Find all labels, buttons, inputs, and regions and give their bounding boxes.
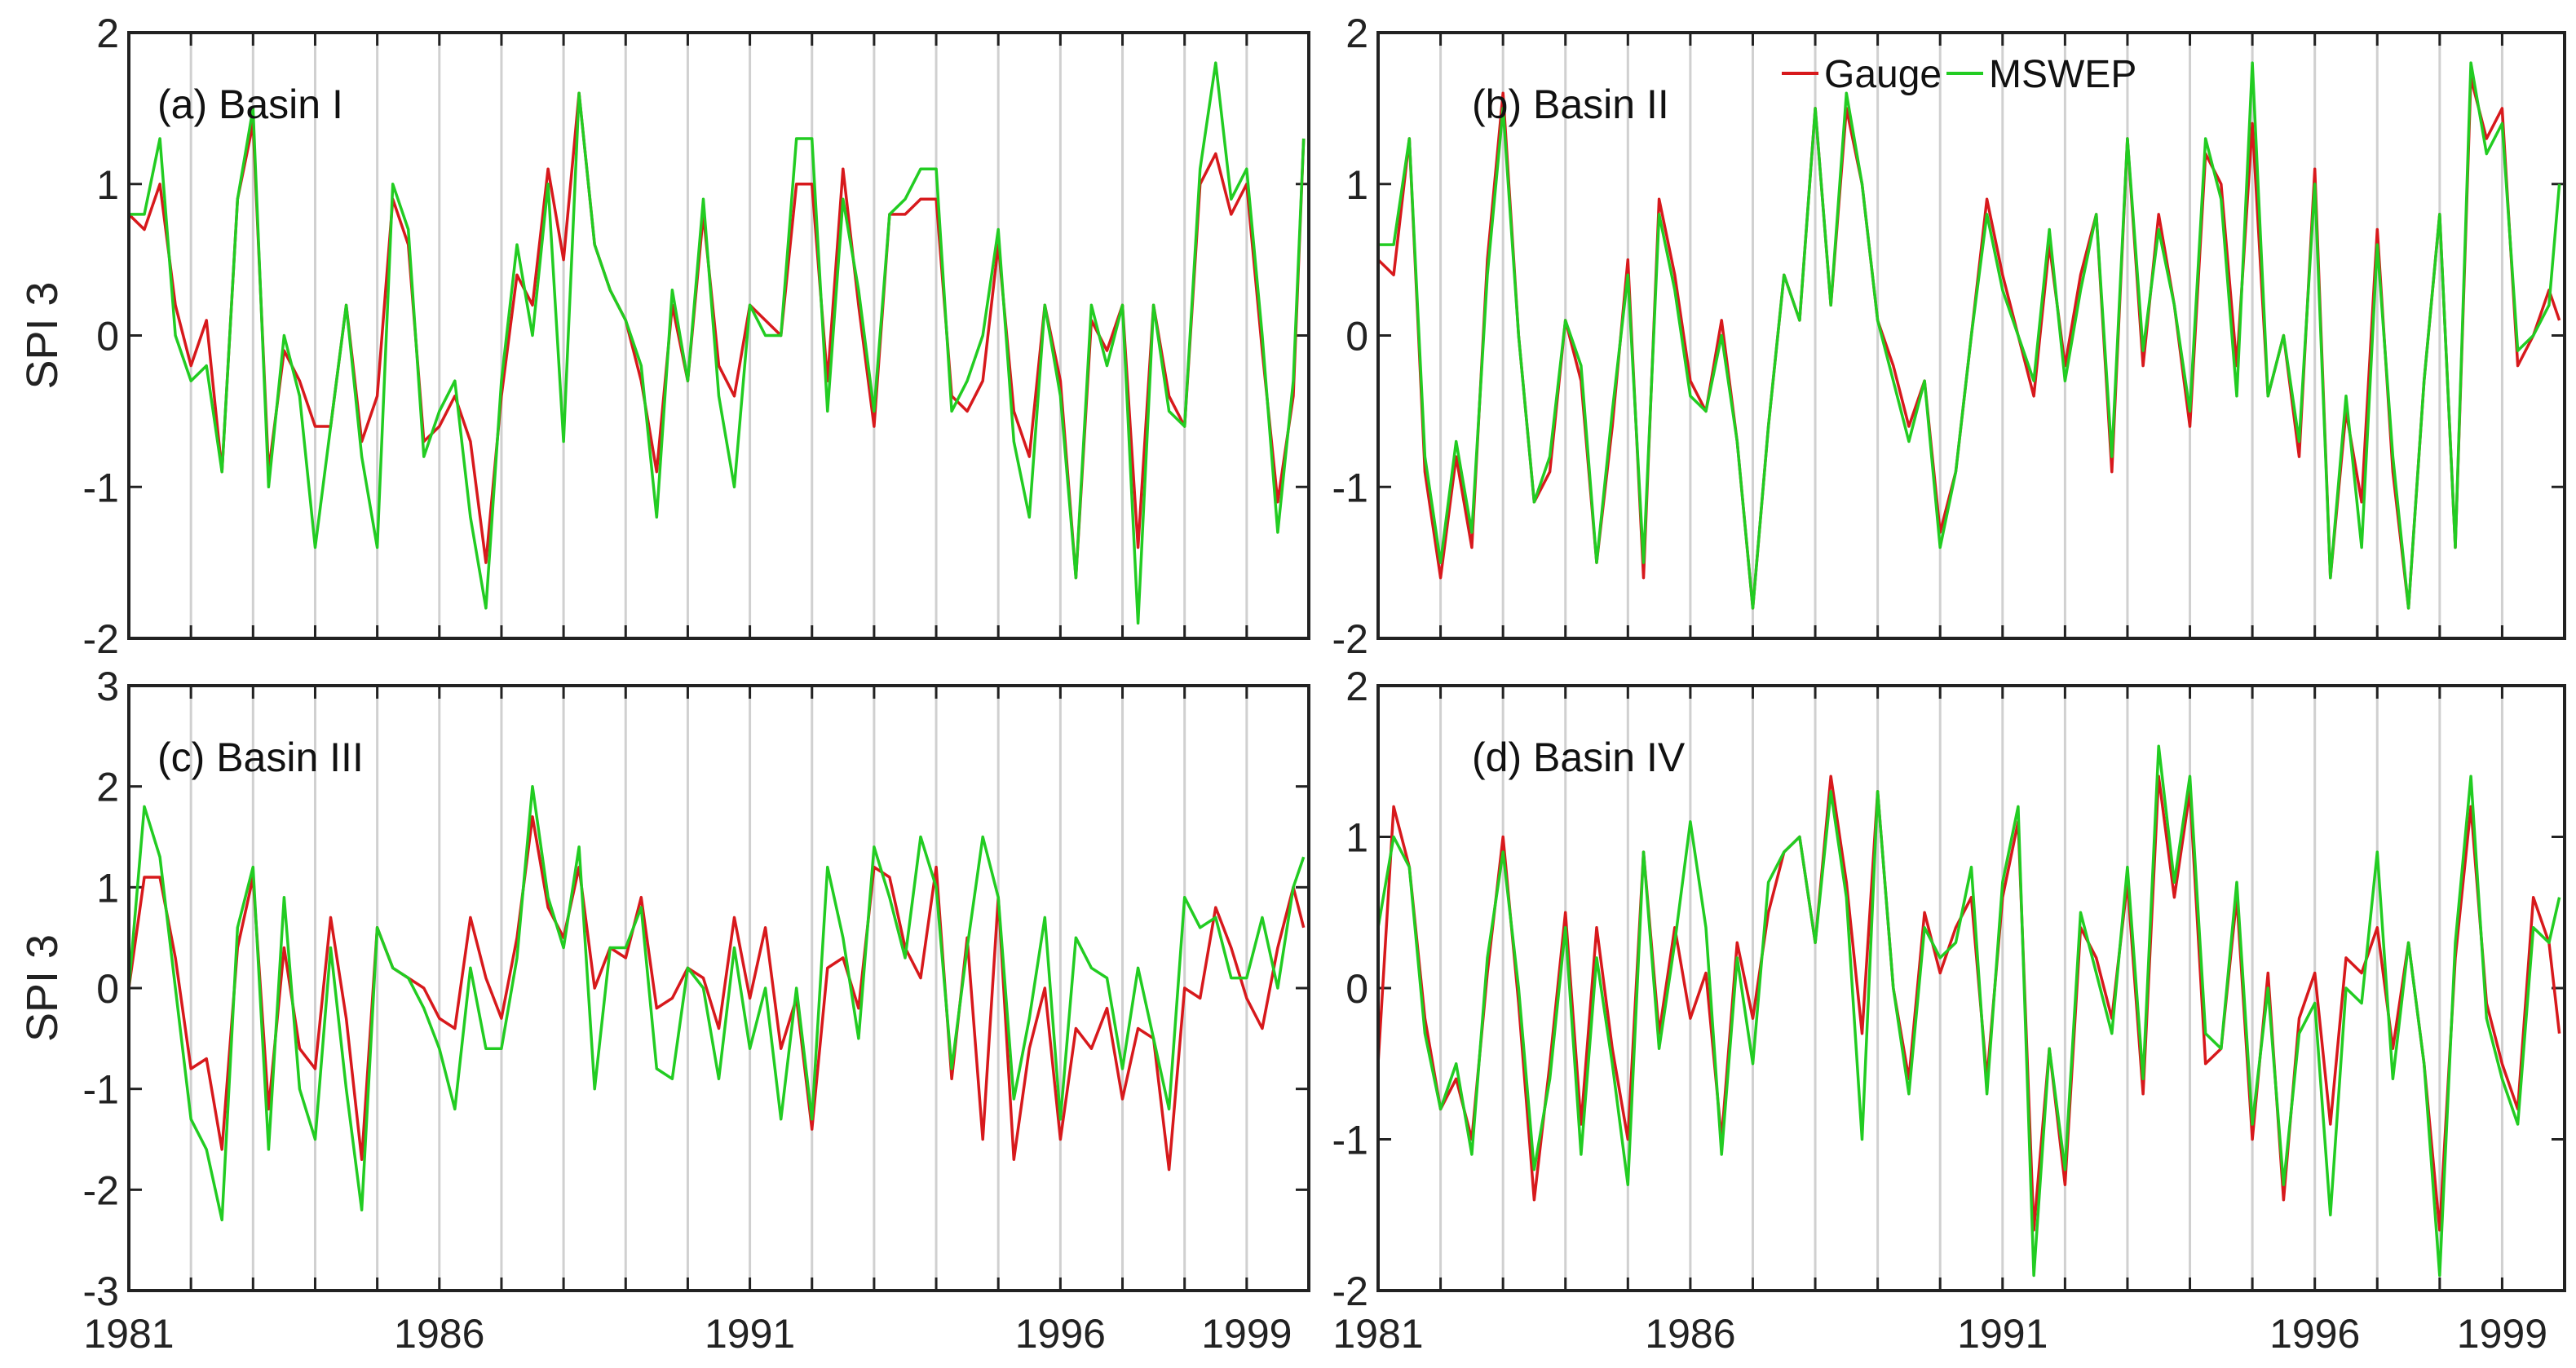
x-tick-label: 1999 xyxy=(2457,1311,2547,1357)
x-tick-label: 1981 xyxy=(1332,1311,1423,1357)
y-tick-label: 1 xyxy=(1345,162,1368,208)
y-tick-label: 0 xyxy=(1345,314,1368,360)
y-tick-label: -2 xyxy=(1332,616,1368,662)
plot-frame xyxy=(127,31,1310,640)
x-tick-label: 1986 xyxy=(394,1311,484,1357)
y-tick-label: 0 xyxy=(96,314,119,360)
x-tick-label: 1996 xyxy=(2269,1311,2360,1357)
y-tick-label: 1 xyxy=(96,162,119,208)
y-tick-label: 2 xyxy=(96,765,119,810)
y-tick-label: -3 xyxy=(83,1269,119,1314)
y-axis-label: SPI 3 xyxy=(18,281,67,389)
y-tick-label: 0 xyxy=(1345,966,1368,1012)
x-tick-label: 1991 xyxy=(1957,1311,2048,1357)
y-axis-label: SPI 3 xyxy=(18,934,67,1042)
series-line-gauge xyxy=(1378,76,2561,610)
plot-frame xyxy=(1376,684,2566,1292)
legend-label-mswep: MSWEP xyxy=(1989,53,2136,96)
y-tick-label: -1 xyxy=(83,465,119,510)
y-tick-label: -2 xyxy=(83,616,119,662)
y-tick-label: -2 xyxy=(1332,1269,1368,1314)
legend-label-gauge: Gauge xyxy=(1824,53,1942,96)
y-tick-label: -1 xyxy=(1332,465,1368,510)
panel-label: (c) Basin III xyxy=(157,735,364,780)
y-tick-label: -1 xyxy=(1332,1118,1368,1163)
x-tick-label: 1996 xyxy=(1015,1311,1106,1357)
panel-label: (d) Basin IV xyxy=(1472,735,1686,780)
plot-frame xyxy=(127,684,1310,1292)
y-tick-label: 1 xyxy=(1345,815,1368,861)
series-line-gauge xyxy=(1378,774,2561,1232)
panel-label: (a) Basin I xyxy=(157,82,343,127)
series-line-mswep xyxy=(129,784,1306,1222)
x-tick-label: 1986 xyxy=(1645,1311,1735,1357)
y-tick-label: 1 xyxy=(96,865,119,911)
series-line-gauge xyxy=(129,91,1306,580)
series-line-mswep xyxy=(1378,61,2561,610)
x-tick-label: 1981 xyxy=(83,1311,174,1357)
y-tick-label: 2 xyxy=(96,11,119,56)
series-line-mswep xyxy=(129,61,1306,625)
x-tick-label: 1991 xyxy=(705,1311,795,1357)
series-line-mswep xyxy=(1378,744,2561,1278)
y-tick-label: 2 xyxy=(1345,664,1368,709)
y-tick-label: 0 xyxy=(96,966,119,1012)
x-tick-label: 1999 xyxy=(1201,1311,1292,1357)
y-tick-label: -2 xyxy=(83,1167,119,1213)
y-tick-label: -1 xyxy=(83,1067,119,1113)
panel-label: (b) Basin II xyxy=(1472,82,1669,127)
series-line-gauge xyxy=(129,815,1306,1172)
y-tick-label: 3 xyxy=(96,664,119,709)
plot-frame xyxy=(1376,31,2566,640)
y-tick-label: 2 xyxy=(1345,11,1368,56)
